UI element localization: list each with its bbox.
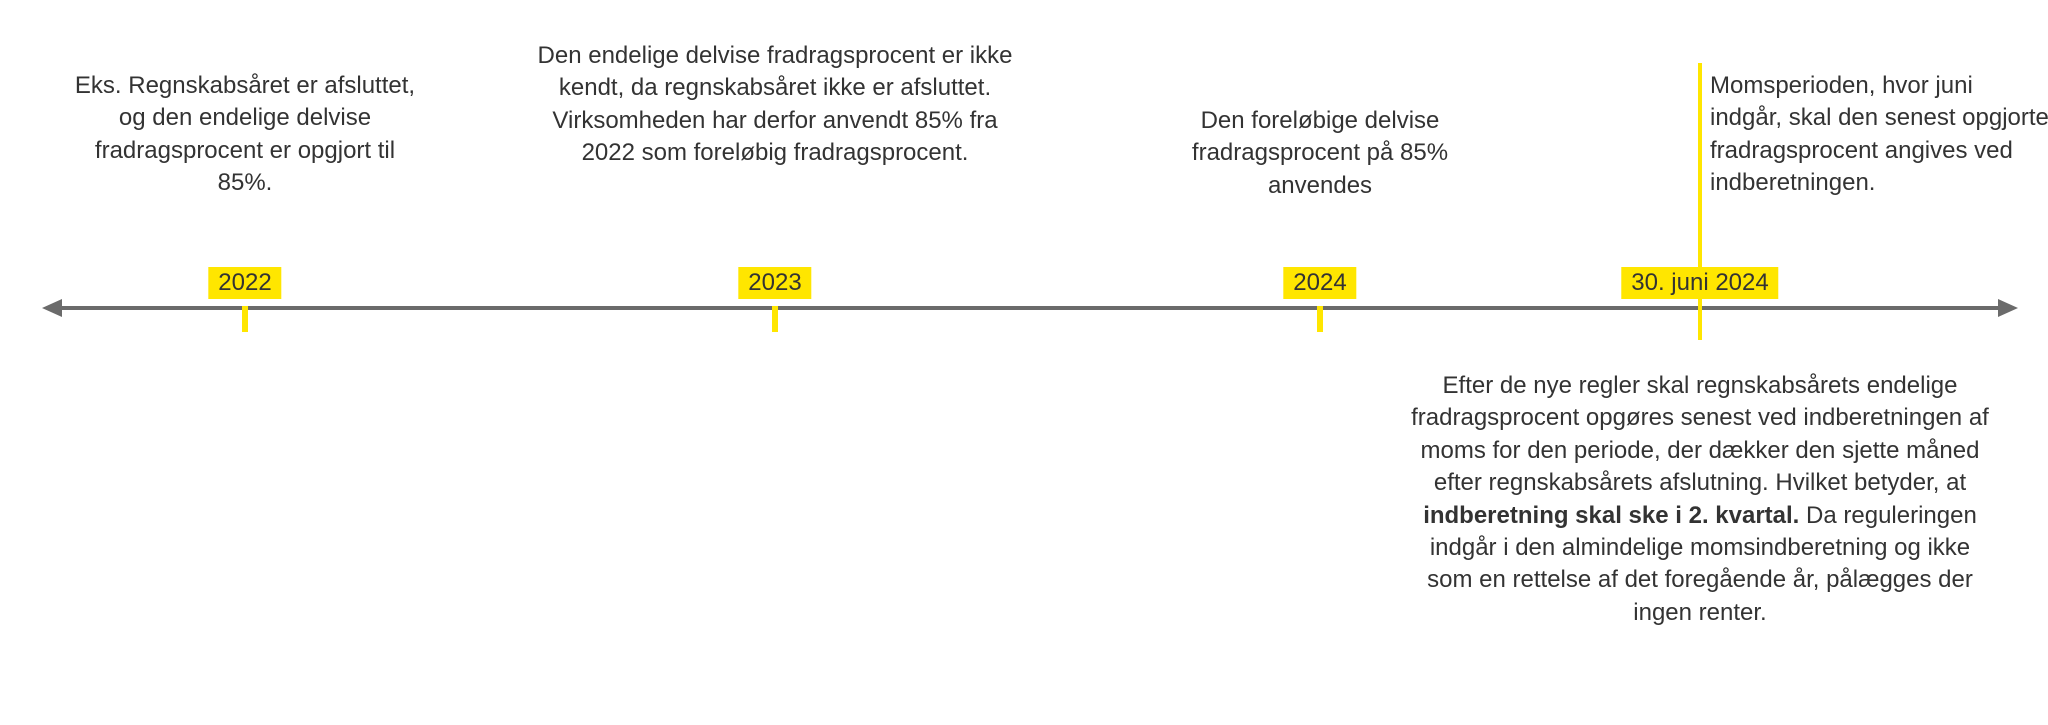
arrow-right-icon [1998,299,2018,317]
arrow-left-icon [42,299,62,317]
desc-2023: Den endelige delvise fradragsprocent er … [525,40,1025,170]
label-2023: 2023 [738,267,811,299]
timeline-axis [60,306,2000,310]
desc-bottom-pre: Efter de nye regler skal regnskabsårets … [1411,372,1989,496]
tick-2022 [242,306,248,332]
label-2022: 2022 [208,267,281,299]
label-2024: 2024 [1283,267,1356,299]
tick-2024 [1317,306,1323,332]
tick-2023 [772,306,778,332]
desc-2022: Eks. Regnskabsåret er afsluttet, og den … [70,70,420,200]
desc-30juni-top: Momsperioden, hvor juni indgår, skal den… [1710,70,2048,200]
desc-bottom-bold: indberetning skal ske i 2. kvartal. [1423,502,1799,529]
desc-30juni-bottom: Efter de nye regler skal regnskabsårets … [1410,370,1990,629]
desc-2024: Den foreløbige delvise fradragsprocent p… [1155,105,1485,202]
label-30juni: 30. juni 2024 [1621,267,1778,299]
